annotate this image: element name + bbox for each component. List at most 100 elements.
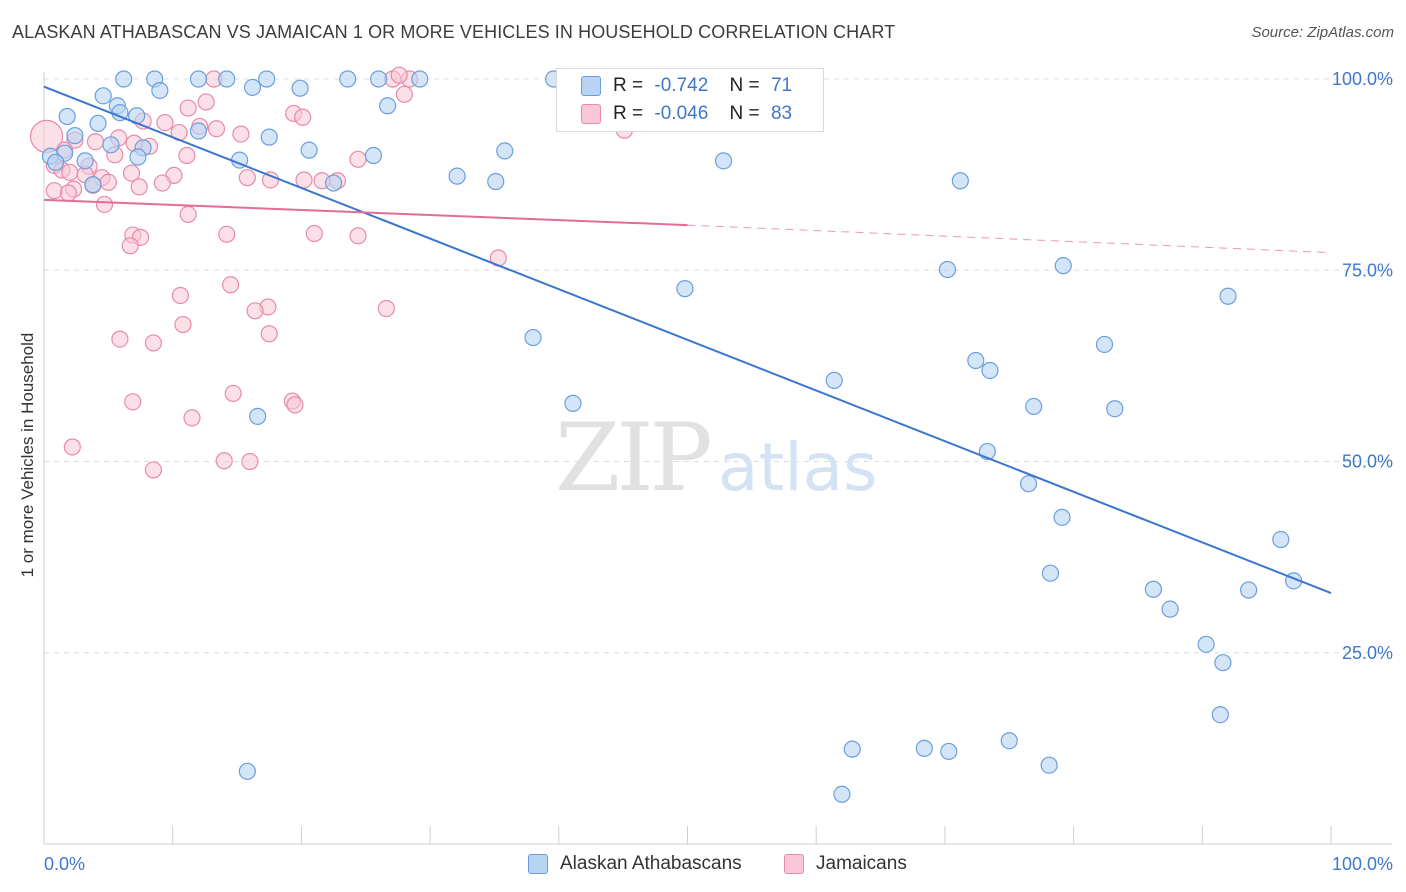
alaskan-athabascan-point (46, 153, 65, 171)
alaskan-athabascan-point (1025, 397, 1043, 416)
jamaican-point (286, 396, 304, 414)
alaskan-athabascan-point (714, 152, 733, 170)
alaskan-athabascan-point (940, 742, 958, 761)
bottom-legend-label-alaskan: Alaskan Athabascans (560, 853, 742, 874)
alaskan-athabascan-point (564, 394, 582, 412)
alaskan-athabascan-point (379, 97, 397, 115)
jamaican-point (144, 461, 162, 479)
alaskan-athabascan-point (1019, 475, 1038, 493)
alaskan-athabascan-point (300, 141, 318, 159)
jamaican-point (377, 299, 395, 318)
alaskan-athabascans-points (41, 70, 1303, 803)
legend-n-label: N = (729, 103, 760, 124)
alaskan-athabascan-point (1214, 654, 1232, 672)
jamaican-point (207, 120, 226, 138)
watermark-atlas: atlas (718, 429, 878, 506)
jamaican-point (99, 173, 117, 191)
y-tick-label: 100.0% (1332, 69, 1393, 89)
jamaican-point (241, 452, 259, 471)
alaskan-athabascan-point (66, 127, 84, 145)
jamaican-point (349, 227, 367, 245)
jamaican-point (294, 108, 312, 126)
legend-r-value: -0.742 (654, 75, 709, 96)
alaskan-athabascan-point (364, 146, 383, 165)
alaskan-athabascan-point (1041, 564, 1060, 582)
jamaican-point (171, 286, 190, 305)
jamaican-point (218, 225, 236, 243)
alaskan-athabascan-point (967, 351, 985, 370)
alaskan-athabascan-point (324, 174, 343, 192)
alaskan-athabascan-point (58, 107, 76, 126)
jamaican-point (153, 174, 172, 192)
x-tick-label: 0.0% (44, 854, 85, 874)
alaskan-athabascan-point (833, 785, 851, 803)
jamaican-point (215, 452, 233, 470)
alaskan-athabascan-point (448, 167, 466, 185)
jamaican-point (59, 184, 78, 202)
alaskan-athabascan-point (218, 70, 236, 88)
bottom-legend-label-jamaican: Jamaicans (816, 853, 907, 874)
alaskan-athabascan-point (411, 70, 429, 88)
trend-lines (43, 85, 1332, 595)
jamaican-trend-line-dashed (687, 224, 1332, 254)
alaskan-athabascan-point (1219, 287, 1237, 305)
alaskan-athabascan-point (260, 128, 278, 146)
alaskan-athabascan-point (1197, 635, 1215, 653)
jamaicans-points (29, 66, 634, 479)
alaskan-athabascan-point (1040, 756, 1058, 774)
jamaican-point (179, 205, 197, 224)
jamaican-point (45, 182, 63, 200)
alaskan-athabascan-point (496, 142, 514, 160)
source-label: Source: ZipAtlas.com (1251, 24, 1394, 41)
x-tick-labels: 0.0% 100.0% (44, 854, 1393, 874)
alaskan-athabascan-point (115, 70, 133, 88)
jamaican-point (174, 315, 192, 334)
alaskan-athabascan-point (1000, 732, 1018, 750)
legend-r-value: -0.046 (654, 103, 709, 124)
alaskan-athabascan-point (339, 70, 357, 88)
alaskan-athabascan-point (102, 136, 120, 154)
alaskan-athabascan-point (94, 87, 112, 105)
alaskan-trend-line (43, 85, 1332, 595)
alaskan-athabascan-point (1054, 257, 1072, 275)
alaskan-athabascan-point (524, 328, 542, 347)
stats-legend: R = -0.742 N = 71 R = -0.046 N = 83 (556, 68, 824, 132)
alaskan-athabascan-point (915, 739, 933, 757)
watermark-zip: ZIP (555, 404, 709, 513)
y-tick-label: 25.0% (1342, 643, 1393, 663)
legend-text-alaskan: R = -0.742 N = 71 (613, 73, 792, 99)
alaskan-athabascan-point (951, 172, 969, 190)
jamaican-point (111, 330, 129, 348)
alaskan-athabascan-point (676, 280, 694, 298)
jamaican-point (305, 224, 323, 243)
alaskan-athabascan-point (151, 81, 169, 100)
jamaican-point (122, 164, 141, 182)
jamaican-point (183, 409, 201, 427)
jamaican-point (222, 276, 240, 294)
jamaican-point (238, 169, 256, 187)
alaskan-athabascan-point (1272, 530, 1290, 549)
bottom-legend-swatch-blue (528, 854, 548, 874)
jamaican-point (232, 125, 250, 143)
alaskan-athabascan-point (938, 260, 957, 279)
alaskan-athabascan-point (1106, 400, 1124, 418)
legend-n-value: 71 (770, 75, 793, 96)
jamaican-point (144, 334, 162, 352)
jamaican-trend-line (43, 198, 688, 227)
alaskan-athabascan-point (825, 371, 843, 390)
jamaican-point (179, 99, 197, 117)
jamaican-point (246, 302, 264, 320)
y-tick-label: 50.0% (1342, 452, 1393, 472)
alaskan-athabascan-point (129, 148, 147, 166)
alaskan-athabascan-point (1144, 580, 1162, 598)
jamaican-point (224, 384, 242, 403)
jamaican-point (86, 133, 105, 151)
legend-r-label: R = (613, 75, 644, 96)
alaskan-athabascan-point (258, 70, 276, 88)
jamaican-point (124, 393, 142, 411)
alaskan-athabascan-point (84, 175, 102, 194)
alaskan-athabascan-point (981, 361, 999, 380)
alaskan-athabascan-point (370, 70, 388, 88)
alaskan-athabascan-point (76, 152, 94, 170)
